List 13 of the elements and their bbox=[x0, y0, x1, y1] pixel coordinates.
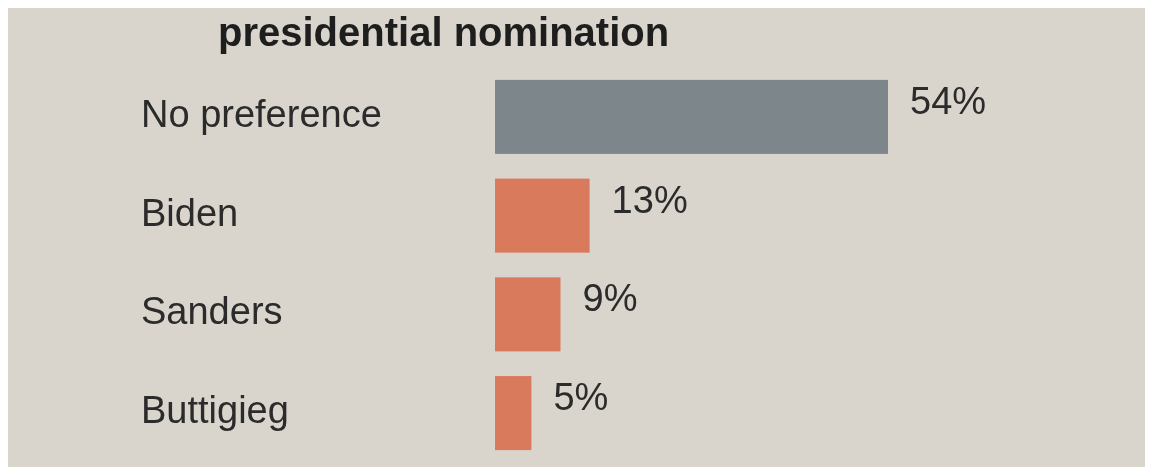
data-label: 9% bbox=[582, 277, 638, 320]
y-tick-label: Buttigieg bbox=[141, 389, 289, 432]
chart-title: presidential nomination bbox=[218, 10, 670, 54]
y-tick-label: No preference bbox=[141, 92, 382, 135]
bar bbox=[495, 277, 561, 352]
bar bbox=[495, 376, 532, 451]
data-label: 5% bbox=[553, 376, 609, 419]
y-tick-label: Biden bbox=[141, 191, 239, 234]
bar bbox=[495, 79, 888, 154]
data-label: 54% bbox=[910, 79, 987, 122]
bar bbox=[495, 178, 590, 253]
y-tick-label: Sanders bbox=[141, 290, 283, 333]
data-label: 13% bbox=[611, 178, 688, 221]
